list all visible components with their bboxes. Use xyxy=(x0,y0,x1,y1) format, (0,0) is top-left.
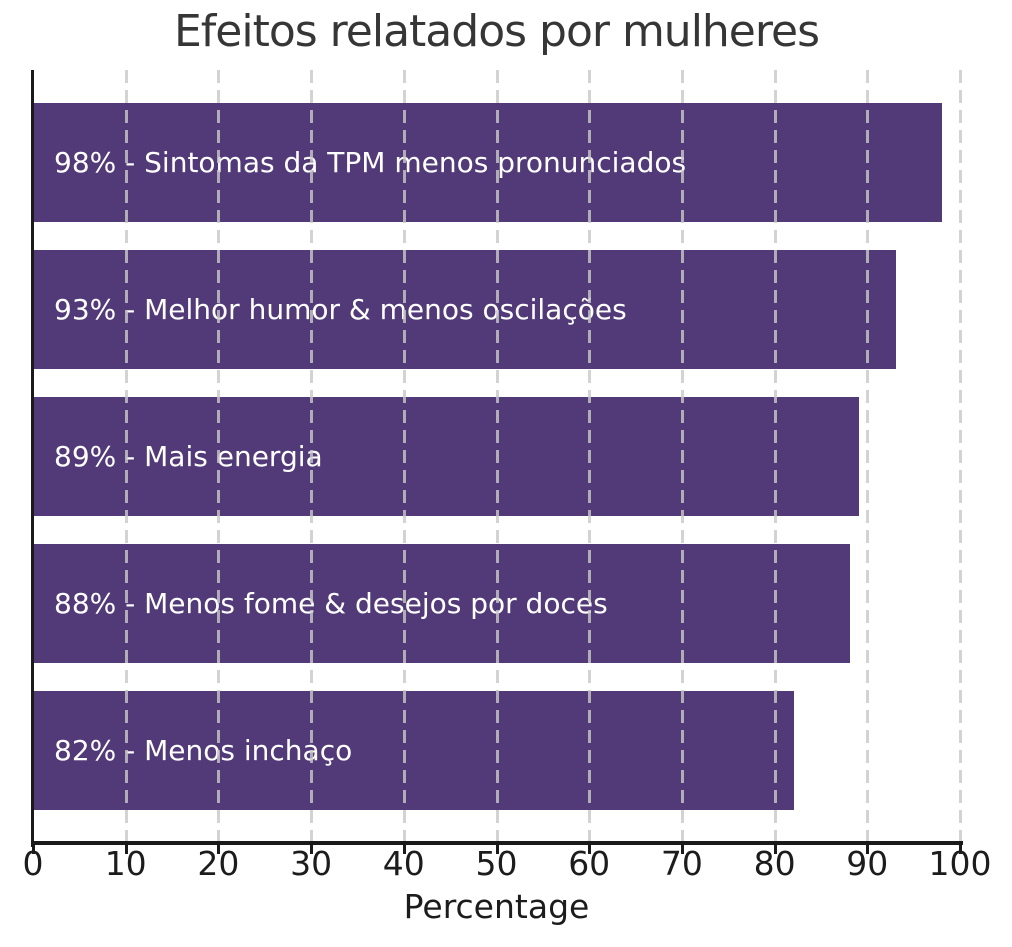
x-tick-label: 90 xyxy=(846,844,889,883)
gridline xyxy=(680,70,684,841)
x-tick xyxy=(32,845,35,854)
plot-area: 98% - Sintomas da TPM menos pronunciados… xyxy=(33,70,962,843)
gridline xyxy=(217,70,221,841)
bar-label: 88% - Menos fome & desejos por doces xyxy=(54,587,608,620)
x-tick xyxy=(680,845,684,854)
bar: 89% - Mais energia xyxy=(34,397,860,516)
chart-title: Efeitos relatados por mulheres xyxy=(174,6,820,57)
gridline xyxy=(588,70,592,841)
bar: 98% - Sintomas da TPM menos pronunciados xyxy=(34,103,943,222)
x-tick-label: 80 xyxy=(753,844,796,883)
bar-label: 93% - Melhor humor & menos oscilações xyxy=(54,293,627,326)
x-tick xyxy=(124,845,128,854)
x-tick-label: 50 xyxy=(475,844,518,883)
x-tick xyxy=(495,845,499,854)
x-tick-label: 40 xyxy=(382,844,425,883)
x-tick-label: 30 xyxy=(290,844,333,883)
x-tick-label: 10 xyxy=(104,844,147,883)
gridline xyxy=(495,70,499,841)
bar-label: 89% - Mais energia xyxy=(54,440,323,473)
bar-label: 82% - Menos inchaço xyxy=(54,734,353,767)
x-tick-label: 0 xyxy=(22,844,44,883)
x-tick xyxy=(866,845,870,854)
bar: 82% - Menos inchaço xyxy=(34,691,795,810)
x-tick xyxy=(402,845,406,854)
x-tick-label: 70 xyxy=(660,844,703,883)
x-tick xyxy=(310,845,314,854)
y-axis-spine xyxy=(31,70,34,847)
gridline xyxy=(402,70,406,841)
x-tick-label: 100 xyxy=(928,844,992,883)
gridline xyxy=(773,70,777,841)
gridline xyxy=(310,70,314,841)
x-axis-label: Percentage xyxy=(403,887,590,926)
x-tick-label: 60 xyxy=(568,844,611,883)
x-tick xyxy=(773,845,777,854)
bar-label: 98% - Sintomas da TPM menos pronunciados xyxy=(54,146,687,179)
x-tick xyxy=(588,845,592,854)
x-tick xyxy=(217,845,221,854)
gridline xyxy=(866,70,870,841)
bar: 93% - Melhor humor & menos oscilações xyxy=(34,250,897,369)
x-tick xyxy=(959,845,962,854)
x-axis-spine xyxy=(31,841,963,845)
bar: 88% - Menos fome & desejos por doces xyxy=(34,544,850,663)
gridline xyxy=(124,70,128,841)
gridline xyxy=(959,70,962,841)
x-tick-label: 20 xyxy=(197,844,240,883)
